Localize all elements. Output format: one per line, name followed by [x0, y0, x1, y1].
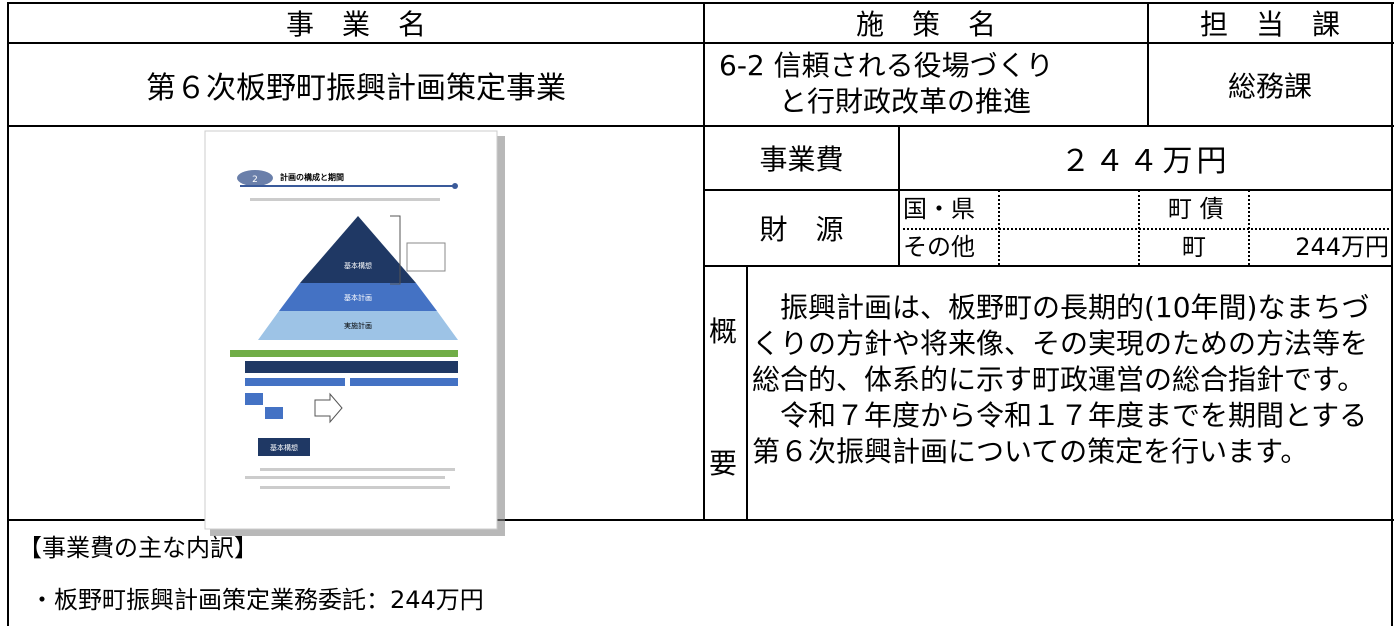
border — [1391, 2, 1393, 626]
title-box — [258, 438, 310, 456]
border — [7, 125, 1394, 127]
policy-line: と行財政改革の推進 — [779, 85, 1032, 118]
pyramid-label: 基本構想 — [344, 261, 372, 270]
pyramid-top — [300, 216, 416, 283]
border — [1147, 2, 1149, 126]
funding-item: 国・県 — [903, 195, 975, 223]
dotted-line — [898, 228, 1393, 230]
arrow — [314, 392, 343, 424]
text-line — [260, 486, 450, 489]
header: 事 業 名 — [285, 8, 426, 41]
cost-label: 事業費 — [759, 143, 844, 176]
timeline-bar — [350, 378, 458, 386]
box-title: 基本構想 — [270, 443, 298, 452]
header: 施 策 名 — [855, 8, 996, 41]
text-line — [250, 198, 440, 201]
department: 総務課 — [1227, 69, 1312, 103]
header: 担 当 課 — [1199, 8, 1340, 41]
dot — [452, 183, 458, 189]
funding-item: 町 債 — [1168, 195, 1224, 223]
section-title: 計画の構成と期間 — [280, 172, 344, 182]
policy-line: 6-2 信頼される役場づくり — [719, 49, 1054, 82]
breakdown-title: 【事業費の主な内訳】 — [18, 534, 258, 562]
pyramid-mid — [279, 283, 437, 311]
border — [746, 265, 748, 521]
funding-item: その他 — [903, 233, 975, 261]
paragraph: 令和７年度から令和１７年度までを期間とする第６次振興計画についての策定を行います… — [752, 399, 1368, 468]
breakdown-item: ・板野町振興計画策定業務委託：244万円 — [30, 586, 484, 614]
border — [7, 2, 9, 626]
section-number: 2 — [252, 175, 258, 185]
summary-text: 振興計画は、板野町の長期的(10年間)なまちづくりの方針や将来像、その実現のため… — [752, 290, 1390, 470]
border — [7, 42, 1394, 44]
border — [7, 519, 1394, 521]
summary-label: 要 — [709, 447, 738, 480]
project-name: 第６次板野町振興計画策定事業 — [146, 70, 566, 106]
funding-item: 町 — [1182, 233, 1206, 261]
pill — [237, 170, 273, 186]
timeline-header — [230, 350, 458, 357]
cost-value: ２４４万円 — [1060, 144, 1231, 179]
pyramid-label: 実施計画 — [344, 321, 372, 330]
timeline-bar — [265, 407, 283, 419]
funding-amount: 244万円 — [1295, 233, 1389, 261]
pyramid-label: 基本計画 — [344, 293, 372, 302]
text-line — [245, 476, 445, 479]
pyramid-base — [258, 311, 458, 340]
dotted-line — [998, 190, 1000, 265]
document-thumbnail: 2 計画の構成と期間 基本構想 基本計画 実施計画 基本構想 — [204, 130, 505, 536]
paragraph: 振興計画は、板野町の長期的(10年間)なまちづくりの方針や将来像、その実現のため… — [752, 291, 1370, 396]
timeline-bar — [245, 378, 345, 386]
border — [703, 265, 1393, 267]
timeline-bar — [245, 361, 458, 373]
border — [703, 2, 705, 521]
text-line — [260, 468, 455, 471]
summary-label: 概 — [709, 315, 738, 348]
border — [7, 2, 1394, 4]
border — [703, 189, 1393, 191]
bracket — [390, 215, 401, 285]
dotted-line — [1138, 190, 1140, 265]
border — [898, 125, 900, 266]
funding-label: 財 源 — [759, 213, 844, 246]
policy: 6-2 信頼される役場づくり と行財政改革の推進 — [705, 44, 1147, 125]
timeline-bar — [245, 393, 263, 405]
note-box — [406, 242, 446, 272]
dotted-line — [1248, 190, 1250, 265]
